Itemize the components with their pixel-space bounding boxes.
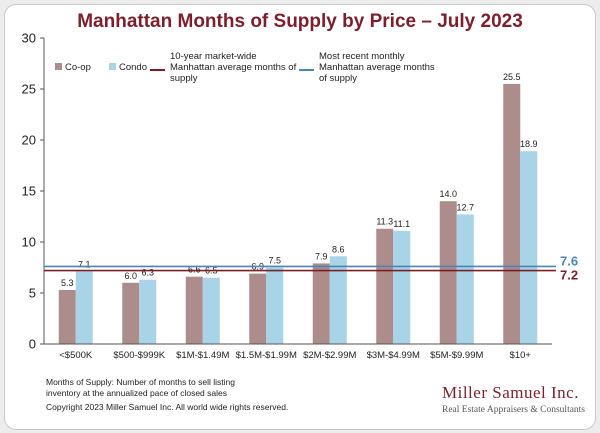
y-tick-label: 10 — [22, 235, 36, 250]
footnote-line-2: inventory at the annualized pace of clos… — [46, 388, 227, 398]
data-label: 8.6 — [332, 244, 345, 254]
bar-condo — [520, 151, 538, 344]
reference-line-value: 7.6 — [560, 253, 578, 268]
legend-label: of supply — [319, 73, 357, 84]
bar-co-op — [249, 273, 267, 344]
data-label: 11.3 — [376, 217, 393, 227]
bar-co-op — [122, 282, 140, 344]
brand-tagline: Real Estate Appraisers & Consultants — [442, 405, 585, 415]
bar-condo — [456, 214, 474, 344]
legend-label: Most recent monthly — [319, 51, 405, 62]
legend-swatch — [109, 63, 116, 70]
y-tick-label: 15 — [22, 184, 36, 199]
x-tick-label: $2M-$2.99M — [303, 350, 356, 361]
bar-condo — [266, 267, 284, 344]
footnote-line-1: Months of Supply: Number of months to se… — [46, 377, 235, 387]
brand-logo: Miller Samuel Inc. Real Estate Appraiser… — [442, 383, 585, 415]
bar-co-op — [503, 83, 521, 345]
legend-label: Manhattan average months of — [170, 62, 297, 73]
bar-series: 5.37.16.0 6.3 6.6 6.5 6.97.5 7.98.611.3 11.114… — [58, 72, 538, 345]
brand-name: Miller Samuel Inc. — [442, 383, 579, 402]
reference-line-value: 7.2 — [560, 268, 578, 283]
chart-card — [4, 4, 596, 430]
reference-lines: 7.27.6 — [44, 253, 578, 283]
legend-label: Co-op — [65, 62, 91, 73]
legend-swatch — [55, 63, 62, 70]
data-label: 7.1 — [78, 260, 91, 270]
chart-title: Manhattan Months of Supply by Price – Ju… — [77, 11, 523, 32]
data-label: 11.1 — [393, 219, 410, 229]
y-tick-label: 20 — [22, 133, 36, 148]
bar-condo — [202, 277, 220, 344]
bar-co-op — [185, 276, 203, 344]
x-tick-label: $1.5M-$1.99M — [236, 350, 297, 361]
y-axis: 0 5 10 15 20 25 30 — [22, 31, 45, 352]
data-label: 25.5 — [503, 72, 521, 82]
legend-label: 10-year market-wide — [170, 51, 257, 62]
x-tick-label: $3M-$4.99M — [367, 350, 420, 361]
footnote: Months of Supply: Number of months to se… — [46, 377, 288, 412]
y-tick-label: 25 — [22, 82, 36, 97]
y-tick-label: 30 — [22, 31, 36, 46]
legend-label: supply — [170, 73, 198, 84]
data-label: 18.9 — [520, 139, 538, 149]
x-axis: <$500K $500-$999K $1M-$1.49M $1.5M-$1.99M $2… — [44, 343, 552, 361]
y-tick-label: 5 — [29, 286, 36, 301]
copyright-text: Copyright 2023 Miller Samuel Inc. All wo… — [46, 402, 288, 412]
legend-label: Manhattan average months — [319, 62, 435, 73]
x-tick-label: <$500K — [59, 350, 93, 361]
x-tick-label: $10+ — [510, 350, 532, 361]
bar-condo — [139, 279, 157, 344]
y-tick-label: 0 — [29, 337, 36, 352]
bar-co-op — [312, 263, 330, 344]
legend-label: Condo — [119, 62, 147, 73]
data-label: 7.5 — [268, 256, 281, 266]
data-label: 14.0 — [439, 189, 457, 199]
x-tick-label: $5M-$9.99M — [430, 350, 483, 361]
data-label: 6.0 — [124, 271, 137, 281]
bar-condo — [75, 271, 93, 344]
bar-co-op — [439, 201, 457, 344]
bar-condo — [329, 256, 347, 344]
data-label: 7.9 — [315, 251, 328, 261]
bar-condo — [393, 230, 411, 344]
data-label: 6.6 — [188, 265, 201, 275]
data-label: 12.7 — [456, 202, 474, 212]
data-label: 6.3 — [141, 268, 154, 278]
data-label: 5.3 — [61, 278, 74, 288]
x-tick-label: $1M-$1.49M — [176, 350, 229, 361]
x-tick-label: $500-$999K — [113, 350, 165, 361]
bar-co-op — [58, 289, 76, 344]
bar-co-op — [376, 228, 394, 344]
